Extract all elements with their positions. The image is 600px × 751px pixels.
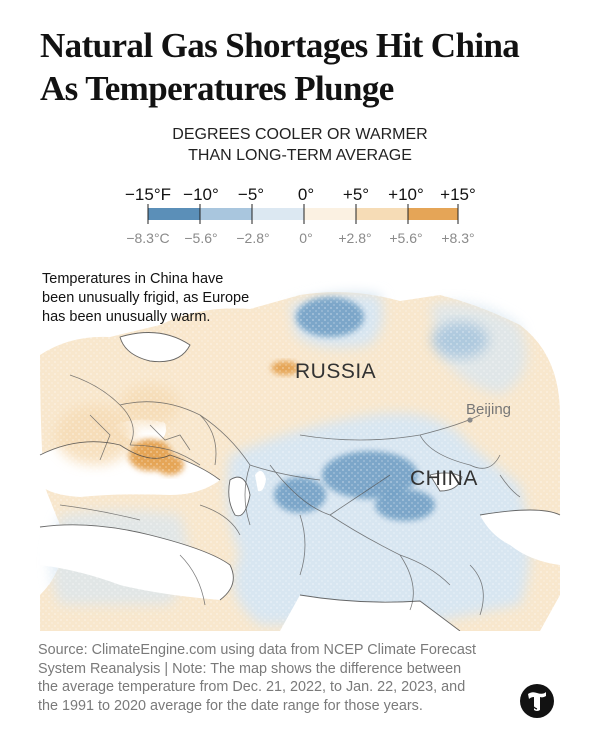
map-annotation-line-2: been unusually frigid, as Europe <box>42 290 250 306</box>
coastlines <box>39 332 561 631</box>
country-borders <box>59 374 521 616</box>
map-annotation-line-1: Temperatures in China have <box>42 271 224 287</box>
legend-ticks <box>147 204 459 224</box>
source-note: Source: ClimateEngine.com using data fro… <box>38 641 538 715</box>
legend-c-label-5: +2.8° <box>338 230 371 246</box>
legend-f-label-2: −10° <box>183 185 219 204</box>
map-label-china: CHINA <box>410 467 478 490</box>
legend-c-label-1: −8.3°C <box>126 230 169 246</box>
legend-f-label-6: +10° <box>388 185 424 204</box>
map-texture <box>40 295 560 631</box>
legend-swatch-3 <box>252 208 304 220</box>
legend-c-label-6: +5.6° <box>389 230 422 246</box>
legend-swatch-2 <box>200 208 252 220</box>
beijing-marker <box>467 417 473 423</box>
source-line-2: System Reanalysis | Note: The map shows … <box>38 660 462 677</box>
legend-c-label-2: −5.6° <box>184 230 217 246</box>
legend-title-line-1: DEGREES COOLER OR WARMER <box>172 126 428 143</box>
legend-f-label-7: +15° <box>440 185 476 204</box>
legend-c-label-3: −2.8° <box>236 230 269 246</box>
source-line-1: Source: ClimateEngine.com using data fro… <box>38 642 477 658</box>
legend-f-label-4: 0° <box>298 185 314 204</box>
headline-line-1: Natural Gas Shortages Hit China <box>40 26 520 65</box>
legend-swatch-1 <box>148 208 200 220</box>
legend-title-line-2: THAN LONG-TERM AVERAGE <box>188 147 412 164</box>
map-annotation-line-3: has been unusually warm. <box>42 309 211 325</box>
map-label-beijing: Beijing <box>466 401 511 418</box>
headline: Natural Gas Shortages Hit China As Tempe… <box>40 24 580 110</box>
legend-c-label-4: 0° <box>299 230 312 246</box>
legend-title: DEGREES COOLER OR WARMER THAN LONG-TERM … <box>0 124 600 166</box>
map-annotation: Temperatures in China have been unusuall… <box>42 270 249 327</box>
nyt-logo-icon <box>520 684 554 718</box>
legend-f-label-1: −15°F <box>125 185 171 204</box>
color-legend: −15°F −10° −5° 0° +5° +10° +15° −8.3°C −… <box>125 185 476 246</box>
legend-swatch-5 <box>356 208 408 220</box>
temperature-anomaly-map: RUSSIA CHINA Beijing <box>39 292 561 631</box>
source-line-4: the 1991 to 2020 average for the date ra… <box>38 697 423 714</box>
headline-line-2: As Temperatures Plunge <box>40 69 394 108</box>
legend-c-label-7: +8.3° <box>441 230 474 246</box>
source-line-3: the average temperature from Dec. 21, 20… <box>38 679 466 696</box>
legend-f-label-5: +5° <box>343 185 369 204</box>
legend-swatch-6 <box>408 208 458 220</box>
map-label-russia: RUSSIA <box>295 360 376 383</box>
legend-swatch-4 <box>304 208 356 220</box>
legend-f-label-3: −5° <box>238 185 264 204</box>
